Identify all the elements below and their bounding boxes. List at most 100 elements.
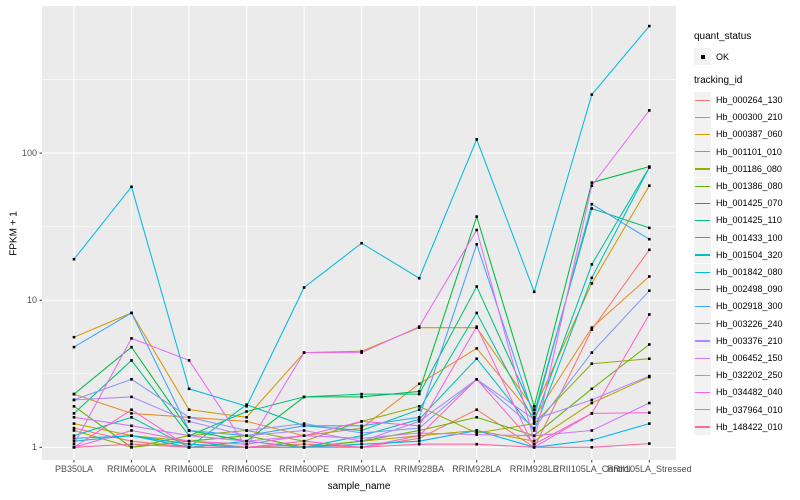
data-point xyxy=(532,412,536,415)
data-point xyxy=(130,439,133,443)
data-point xyxy=(532,439,536,443)
legend-item-Hb_002498_090: Hb_002498_090 xyxy=(694,280,783,298)
legend-line-icon xyxy=(695,426,710,428)
data-point xyxy=(302,439,306,443)
data-point xyxy=(532,442,536,446)
legend-item-label: Hb_001504_320 xyxy=(716,249,783,260)
data-point xyxy=(475,325,478,328)
data-point xyxy=(302,424,306,428)
legend-line-icon xyxy=(695,340,710,342)
legend-item-label: Hb_003376_210 xyxy=(716,335,783,346)
legend-item-Hb_000387_060: Hb_000387_060 xyxy=(694,125,783,143)
data-point xyxy=(72,429,76,432)
legend-key xyxy=(694,48,711,65)
data-point xyxy=(187,416,191,419)
data-point xyxy=(417,418,421,421)
legend-key xyxy=(694,297,711,315)
data-point xyxy=(302,446,306,449)
legend-key xyxy=(694,211,711,229)
x-tick-label: RRIM600PE xyxy=(279,464,330,474)
data-point xyxy=(360,429,363,432)
data-point xyxy=(532,405,536,408)
data-point xyxy=(590,401,594,405)
legend-item-label: Hb_148422_010 xyxy=(716,421,783,432)
data-point xyxy=(360,439,363,443)
data-point xyxy=(72,405,76,408)
y-tick-label: 1 xyxy=(31,441,37,452)
data-point xyxy=(475,357,478,360)
data-point xyxy=(72,437,76,440)
data-point xyxy=(245,416,248,419)
data-point xyxy=(590,326,594,329)
data-point xyxy=(590,362,594,365)
data-point xyxy=(648,275,651,278)
x-tick-label: RRIM928BA xyxy=(394,464,445,474)
data-point xyxy=(648,357,651,360)
legend-item-label: Hb_001425_070 xyxy=(716,198,783,209)
data-point xyxy=(360,351,363,354)
data-point xyxy=(130,395,133,399)
data-point xyxy=(532,434,536,437)
data-point xyxy=(130,185,133,189)
legend-key xyxy=(694,177,711,195)
data-point xyxy=(360,349,363,353)
data-point xyxy=(532,290,536,294)
data-point xyxy=(590,263,594,266)
legend-item-Hb_001386_080: Hb_001386_080 xyxy=(694,177,783,195)
data-point xyxy=(187,429,191,432)
x-tick-label: RRIM600LA xyxy=(107,464,157,474)
data-point xyxy=(475,378,478,381)
data-point xyxy=(648,24,651,28)
data-point xyxy=(360,442,363,446)
data-point xyxy=(360,395,363,399)
data-point xyxy=(417,429,421,432)
data-point xyxy=(475,138,478,141)
data-point xyxy=(130,345,133,349)
legend-line-icon xyxy=(695,409,710,411)
legend-line-icon xyxy=(695,357,710,359)
legend-item-Hb_037964_010: Hb_037964_010 xyxy=(694,401,783,419)
data-point xyxy=(648,401,651,405)
legend-item-Hb_003376_210: Hb_003376_210 xyxy=(694,332,783,350)
data-point xyxy=(648,226,651,230)
legend-key xyxy=(694,143,711,161)
x-tick-label: PB350LA xyxy=(54,464,94,474)
data-point xyxy=(417,405,421,408)
data-point xyxy=(130,416,133,419)
legend-item-Hb_032202_250: Hb_032202_250 xyxy=(694,366,783,384)
data-point xyxy=(187,420,191,423)
legend-line-icon xyxy=(695,99,710,101)
data-point xyxy=(72,392,76,396)
data-point xyxy=(72,398,76,402)
data-point xyxy=(475,442,478,446)
data-point xyxy=(302,429,306,432)
data-point xyxy=(475,243,478,246)
data-point xyxy=(532,420,536,423)
legend-line-icon xyxy=(695,133,710,136)
data-point xyxy=(417,382,421,386)
data-point xyxy=(590,184,594,187)
data-point xyxy=(532,446,536,449)
data-point xyxy=(648,289,651,292)
data-point xyxy=(360,426,363,430)
legend-line-icon xyxy=(695,202,710,205)
data-point xyxy=(648,442,651,445)
legend-title-quant-status: quant_status xyxy=(694,31,752,42)
legend-key xyxy=(694,418,711,436)
data-point xyxy=(360,424,363,428)
legend-line-icon xyxy=(695,391,710,394)
legend-item-Hb_001425_110: Hb_001425_110 xyxy=(694,211,782,229)
data-point xyxy=(590,438,594,442)
y-tick-label: 10 xyxy=(26,294,37,305)
data-point xyxy=(590,202,594,206)
data-point xyxy=(475,215,478,218)
data-point xyxy=(72,422,76,425)
data-point xyxy=(72,345,76,349)
data-point xyxy=(590,276,594,280)
x-tick-label: RRIM600SE xyxy=(221,464,272,474)
x-axis-title: sample_name xyxy=(327,481,391,492)
data-point xyxy=(360,446,363,449)
legend-item-label: Hb_001433_100 xyxy=(716,232,783,243)
